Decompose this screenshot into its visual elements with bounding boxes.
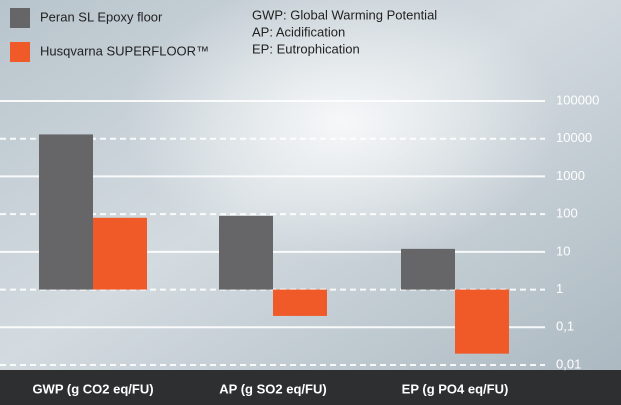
bar: [219, 215, 273, 290]
y-tick-label: 1: [556, 281, 563, 296]
legend-swatch: [10, 42, 30, 62]
y-tick-label: 0,1: [556, 319, 574, 334]
legend-swatch: [10, 8, 30, 28]
x-tick-label: EP (g PO4 eq/FU): [402, 381, 509, 396]
category-band: [0, 370, 621, 405]
y-tick-label: 100000: [556, 92, 599, 107]
x-tick-label: AP (g SO2 eq/FU): [219, 381, 326, 396]
bar: [93, 217, 147, 290]
y-tick-label: 10000: [556, 130, 592, 145]
bar: [273, 289, 327, 316]
y-tick-label: 10: [556, 243, 570, 258]
x-tick-label: GWP (g CO2 eq/FU): [32, 381, 153, 396]
y-tick-label: 1000: [556, 168, 585, 183]
note: GWP: Global Warming Potential: [252, 7, 437, 22]
legend-label: Peran SL Epoxy floor: [40, 9, 163, 24]
note: EP: Eutrophication: [252, 41, 360, 56]
bar: [401, 248, 455, 290]
bar: [39, 134, 93, 290]
bar: [455, 289, 509, 354]
y-tick-label: 0,01: [556, 356, 581, 371]
note: AP: Acidification: [252, 24, 345, 39]
legend-label: Husqvarna SUPERFLOOR™: [40, 43, 209, 58]
y-tick-label: 100: [556, 206, 578, 221]
